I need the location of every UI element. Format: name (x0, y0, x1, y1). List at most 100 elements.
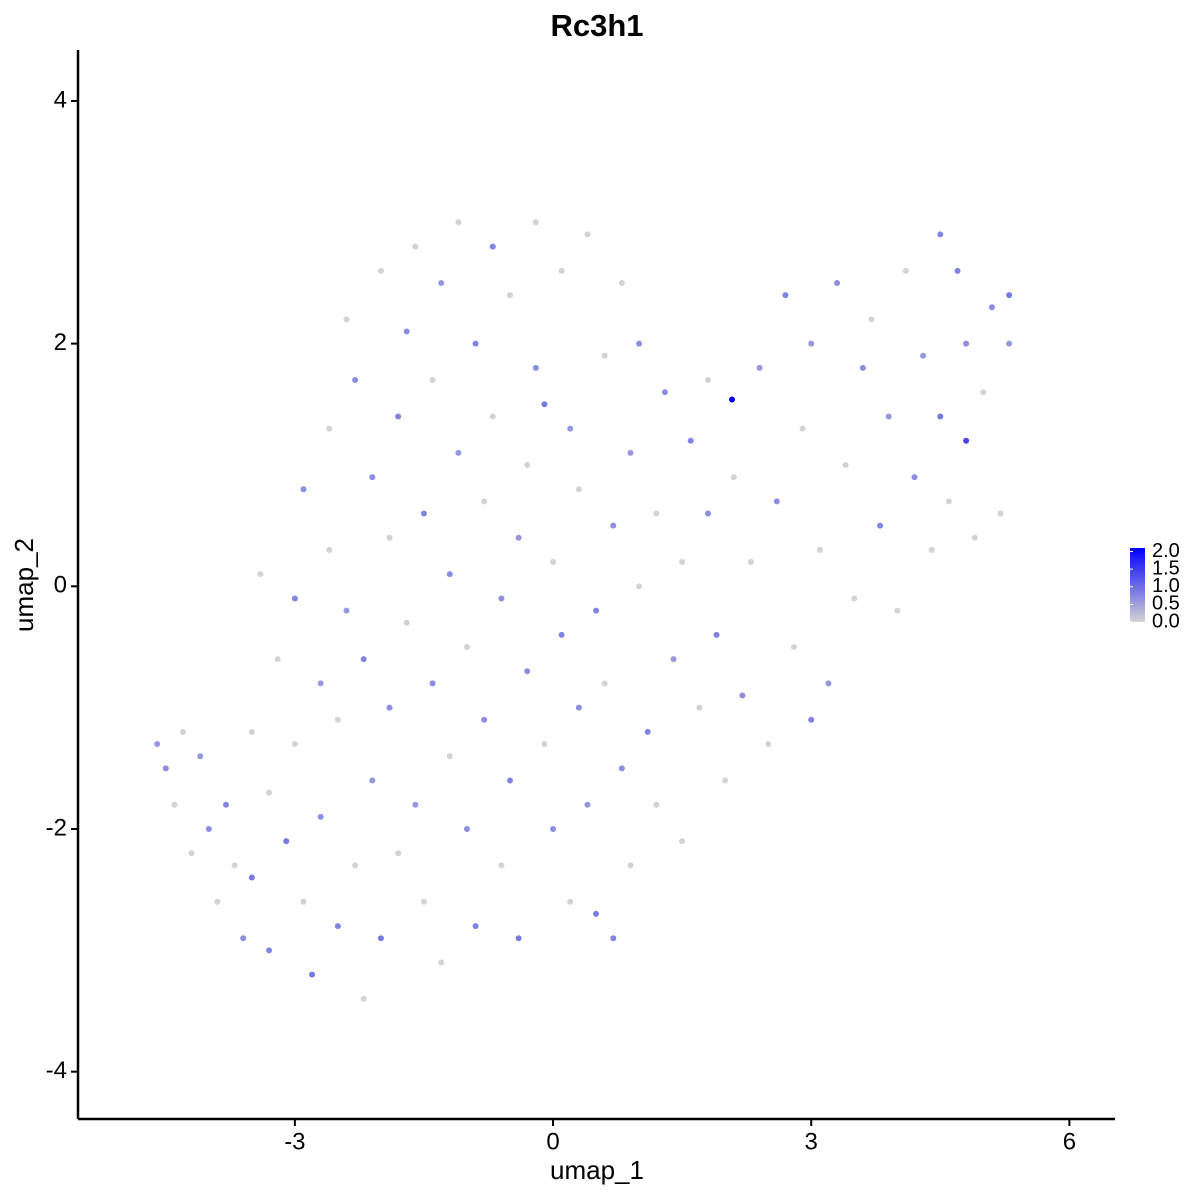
point (386, 704, 393, 711)
point (291, 741, 298, 748)
point (326, 425, 333, 432)
point (412, 243, 419, 250)
point (360, 995, 367, 1002)
point (618, 765, 625, 772)
point (463, 643, 470, 650)
colorbar (1130, 548, 1145, 622)
y-axis-title: umap_2 (9, 538, 39, 632)
point (902, 267, 909, 274)
point (369, 777, 376, 784)
point (446, 753, 453, 760)
point (713, 631, 720, 638)
point (291, 595, 298, 602)
point (963, 437, 970, 444)
point (300, 486, 307, 493)
point (438, 279, 445, 286)
point (412, 801, 419, 808)
point (627, 862, 634, 869)
point (851, 595, 858, 602)
point (403, 328, 410, 335)
point (636, 583, 643, 590)
point (661, 389, 668, 396)
point (601, 680, 608, 687)
point (283, 838, 290, 845)
point (816, 546, 823, 553)
x-tick-label: 6 (1063, 1128, 1076, 1155)
point (937, 413, 944, 420)
point (945, 498, 952, 505)
legend-label: 0.5 (1152, 593, 1180, 615)
point (481, 498, 488, 505)
point (765, 741, 772, 748)
point (463, 825, 470, 832)
point (756, 364, 763, 371)
point (610, 522, 617, 529)
point (446, 571, 453, 578)
point (240, 935, 247, 942)
legend-label: 2.0 (1152, 540, 1180, 562)
point (481, 716, 488, 723)
point (808, 340, 815, 347)
point (438, 959, 445, 966)
point (541, 741, 548, 748)
point (223, 801, 230, 808)
point (868, 316, 875, 323)
point (317, 680, 324, 687)
point (696, 704, 703, 711)
point (515, 534, 522, 541)
point (1006, 292, 1013, 299)
point (429, 377, 436, 384)
point (369, 474, 376, 481)
legend-label: 0.0 (1152, 610, 1180, 632)
point (524, 461, 531, 468)
point (317, 813, 324, 820)
point (653, 801, 660, 808)
point (171, 801, 178, 808)
point (567, 425, 574, 432)
point (558, 631, 565, 638)
point (963, 340, 970, 347)
point (937, 231, 944, 238)
point (730, 474, 737, 481)
point (636, 340, 643, 347)
point (231, 862, 238, 869)
point (377, 267, 384, 274)
point (808, 716, 815, 723)
point (558, 267, 565, 274)
point (188, 850, 195, 857)
point (997, 510, 1004, 517)
x-tick-label: 0 (546, 1128, 559, 1155)
legend-label: 1.0 (1152, 575, 1180, 597)
x-tick-label: -3 (284, 1128, 305, 1155)
point (885, 413, 892, 420)
y-tick-label: -2 (46, 814, 67, 841)
point (352, 377, 359, 384)
point (773, 498, 780, 505)
point (515, 935, 522, 942)
chart-title: Rc3h1 (550, 8, 643, 43)
point (575, 704, 582, 711)
point (593, 910, 600, 917)
point (971, 534, 978, 541)
point (266, 789, 273, 796)
point (911, 474, 918, 481)
point (343, 607, 350, 614)
point (472, 923, 479, 930)
point (532, 219, 539, 226)
point (920, 352, 927, 359)
point (877, 522, 884, 529)
point (627, 449, 634, 456)
point (980, 389, 987, 396)
point (455, 449, 462, 456)
y-tick-label: 0 (54, 572, 67, 599)
point (541, 401, 548, 408)
point (352, 862, 359, 869)
point (498, 862, 505, 869)
point (498, 595, 505, 602)
point (679, 559, 686, 566)
point (739, 692, 746, 699)
point (842, 461, 849, 468)
point (704, 377, 711, 384)
point (326, 546, 333, 553)
